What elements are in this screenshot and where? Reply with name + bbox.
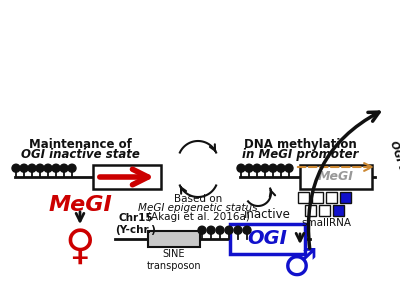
Text: in MeGI promoter: in MeGI promoter [242,148,358,161]
Bar [230,224,305,254]
Circle shape [253,164,261,172]
Bar [300,165,372,189]
Circle shape [269,164,277,172]
Circle shape [20,164,28,172]
Circle shape [60,164,68,172]
Circle shape [216,226,224,234]
Circle shape [277,164,285,172]
Text: DNA methylation: DNA methylation [244,138,356,151]
Circle shape [198,226,206,234]
Text: Based on: Based on [174,194,222,204]
Bar [305,205,316,216]
Text: MeGI: MeGI [318,170,354,184]
Circle shape [245,164,253,172]
Bar [333,205,344,216]
Text: ♀: ♀ [65,226,95,268]
Circle shape [285,164,293,172]
Circle shape [52,164,60,172]
Circle shape [261,164,269,172]
Circle shape [234,226,242,234]
Bar [326,192,337,203]
Bar [148,231,200,247]
Text: Chr15
(Y-chr.): Chr15 (Y-chr.) [116,213,156,235]
Bar [298,192,309,203]
Circle shape [36,164,44,172]
Text: MeGI: MeGI [48,195,112,215]
Text: smallRNA: smallRNA [301,218,351,228]
Text: MeGI epigenetic status: MeGI epigenetic status [138,203,258,213]
Circle shape [207,226,215,234]
Circle shape [243,226,251,234]
Text: Maintenance of: Maintenance of [28,138,132,151]
Text: inactive: inactive [244,208,291,221]
Circle shape [44,164,52,172]
Text: (Akagi et al. 2016a): (Akagi et al. 2016a) [146,212,250,222]
Text: ♂: ♂ [282,246,318,284]
Bar [312,192,323,203]
Bar [93,165,161,189]
Text: SINE
transposon: SINE transposon [147,249,201,271]
Bar [340,192,351,203]
Circle shape [225,226,233,234]
Text: OGI activation: OGI activation [388,140,400,222]
Circle shape [28,164,36,172]
Text: OGI: OGI [248,230,288,248]
Circle shape [12,164,20,172]
Circle shape [237,164,245,172]
Bar [319,205,330,216]
Circle shape [68,164,76,172]
Text: OGI inactive state: OGI inactive state [20,148,140,161]
